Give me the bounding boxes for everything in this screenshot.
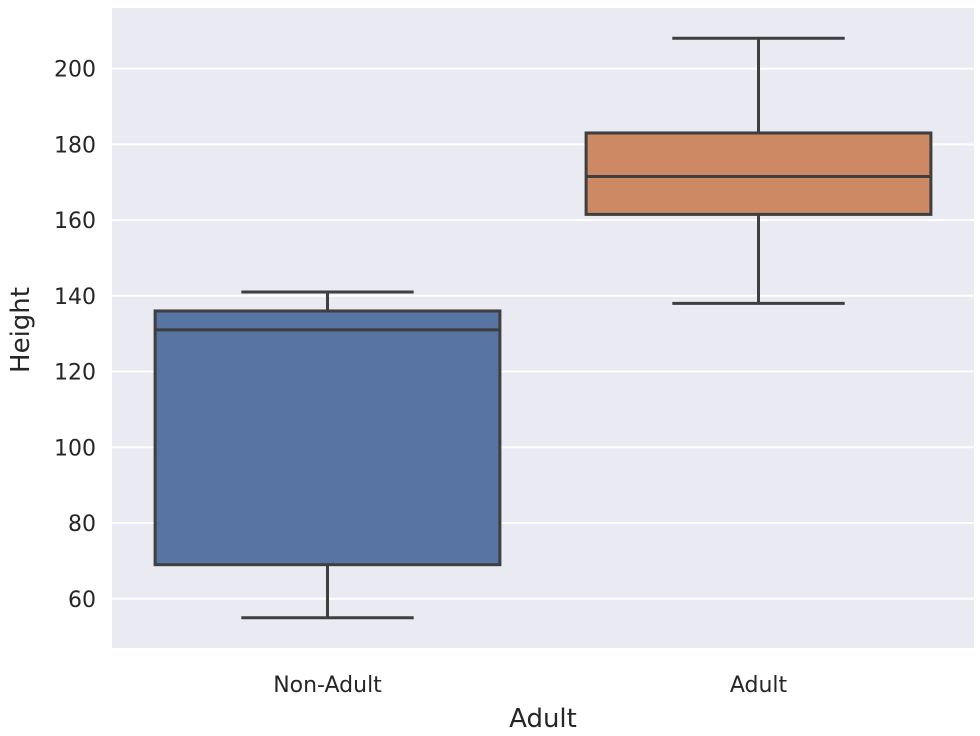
y-tick-labels: 60 80 100 120 140 160 180 200 — [54, 58, 96, 613]
y-tick-label: 180 — [54, 133, 96, 158]
y-tick-label: 120 — [54, 361, 96, 386]
iqr-box — [584, 131, 933, 216]
iqr-box — [153, 309, 502, 567]
y-tick-label: 60 — [68, 588, 96, 613]
x-axis-label: Adult — [509, 704, 577, 734]
y-tick-label: 80 — [68, 512, 96, 537]
box-non-adult — [153, 290, 502, 620]
y-tick-label: 160 — [54, 209, 96, 234]
boxes — [153, 36, 933, 620]
x-tick-label: Non-Adult — [273, 673, 382, 698]
y-tick-label: 140 — [54, 285, 96, 310]
y-axis-label: Height — [6, 287, 36, 373]
x-tick-labels: Non-Adult Adult — [273, 673, 787, 698]
x-tick-label: Adult — [730, 673, 788, 698]
y-tick-label: 200 — [54, 58, 96, 83]
y-tick-label: 100 — [54, 436, 96, 461]
box-adult — [584, 36, 933, 305]
